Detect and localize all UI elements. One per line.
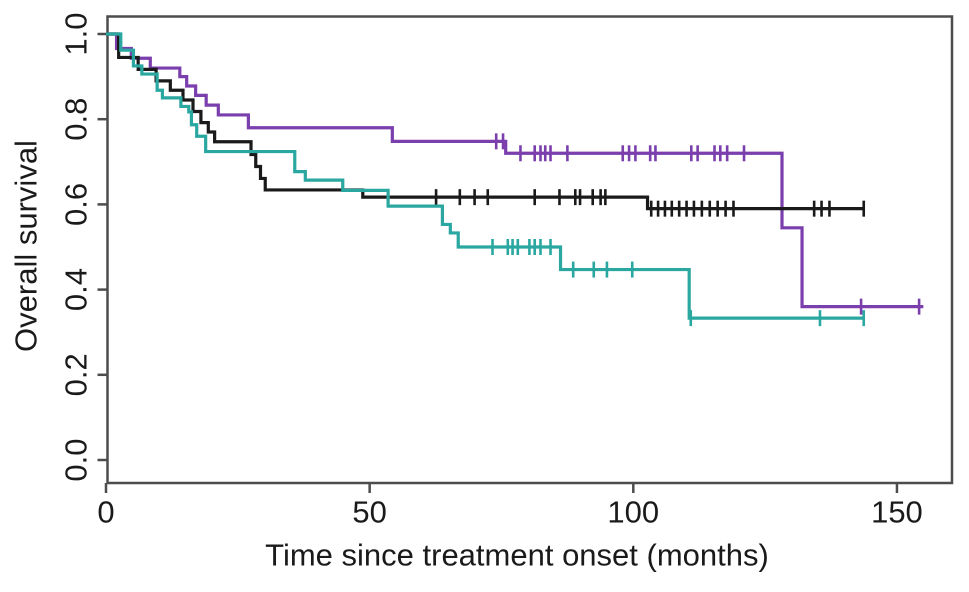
y-tick-label: 1.0: [59, 12, 94, 55]
x-tick-label: 0: [97, 494, 114, 529]
x-tick-label: 150: [871, 494, 923, 529]
y-tick-label: 0.2: [59, 353, 94, 396]
y-tick-label: 0.4: [59, 268, 94, 311]
plot-border: [106, 15, 954, 485]
y-tick-label: 0.8: [59, 98, 94, 141]
x-tick-label: 100: [607, 494, 659, 529]
y-axis-title: Overall survival: [9, 140, 44, 352]
y-tick-label: 0.6: [59, 183, 94, 226]
km-curve-group-purple: [106, 32, 924, 309]
x-axis-title: Time since treatment onset (months): [265, 537, 769, 572]
km-curve-group-black: [106, 32, 864, 211]
y-tick-label: 0.0: [59, 438, 94, 481]
km-curve-group-teal: [106, 32, 864, 320]
x-tick-label: 50: [352, 494, 386, 529]
